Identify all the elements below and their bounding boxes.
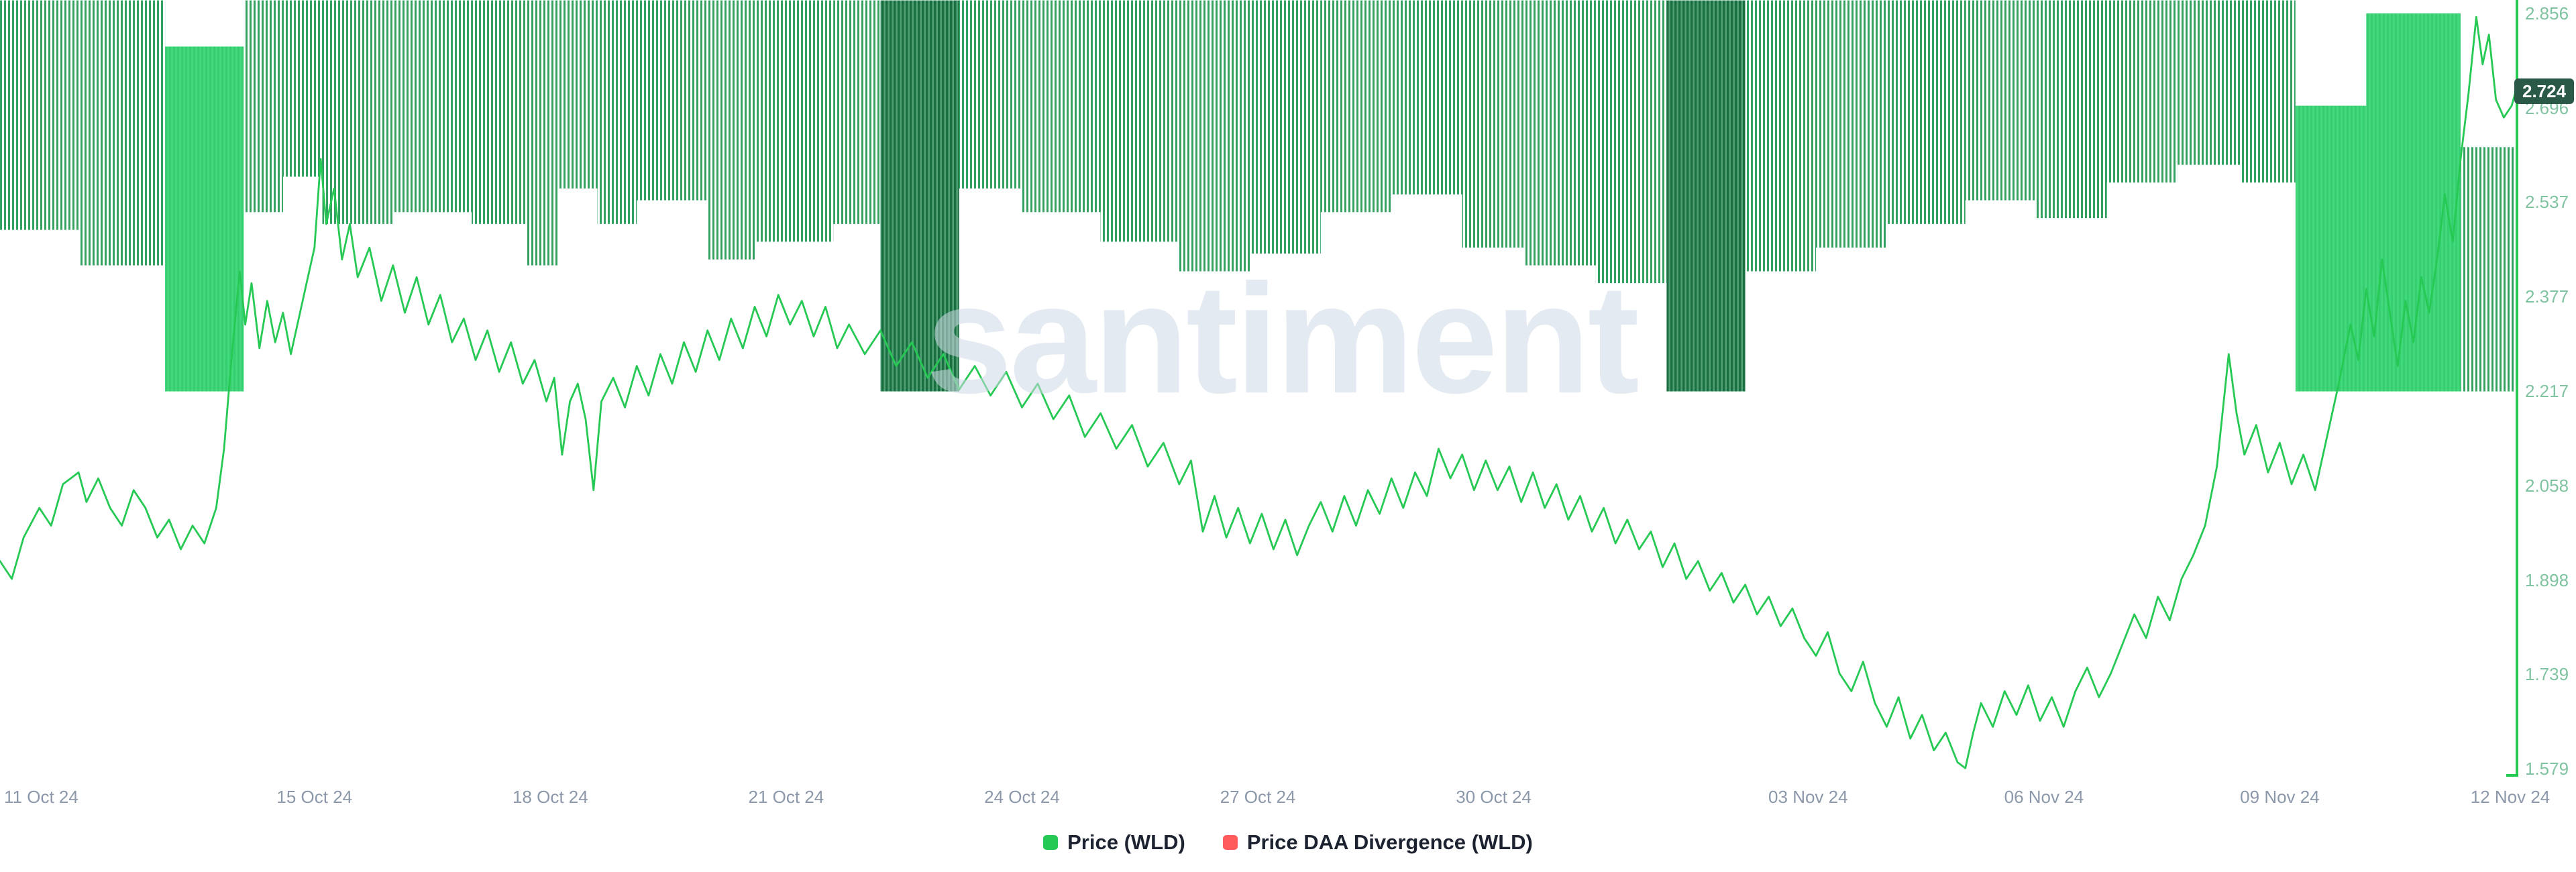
divergence-bar: [2106, 0, 2178, 183]
divergence-bar: [1462, 0, 1525, 248]
price-line: [0, 15, 2517, 769]
divergence-bar: [1022, 0, 1101, 213]
divergence-bar: [1886, 0, 1966, 224]
y-axis-label: 2.377: [2525, 286, 2569, 307]
divergence-bar: [2036, 0, 2107, 219]
divergence-bar: [2240, 0, 2296, 183]
x-axis-label: 06 Nov 24: [2004, 787, 2084, 807]
divergence-bar: [880, 0, 959, 392]
divergence-bar: [1525, 0, 1596, 266]
divergence-bar: [282, 0, 323, 177]
divergence-bar: [392, 0, 472, 213]
divergence-bar: [558, 0, 598, 188]
divergence-bar: [244, 0, 283, 213]
divergence-series-swatch: [1222, 835, 1238, 850]
y-axis-label: 2.537: [2525, 192, 2569, 213]
divergence-bar: [959, 0, 1022, 188]
divergence-bar: [165, 46, 244, 392]
divergence-bar: [322, 0, 393, 224]
y-axis-label: 2.856: [2525, 3, 2569, 23]
divergence-bar: [1595, 0, 1667, 284]
x-axis-label: 12 Nov 24: [2470, 787, 2551, 807]
x-axis-label: 18 Oct 24: [512, 787, 588, 807]
x-axis-label: 27 Oct 24: [1220, 787, 1296, 807]
divergence-bar: [833, 0, 881, 224]
right-price-axis-line: [2516, 0, 2518, 776]
x-axis-label: 21 Oct 24: [748, 787, 824, 807]
x-axis-label: 11 Oct 24: [4, 787, 78, 807]
price-daa-divergence-chart[interactable]: [0, 0, 2576, 778]
y-axis-label: 1.579: [2525, 759, 2569, 779]
divergence-bar: [78, 0, 166, 266]
x-axis-label: 30 Oct 24: [1456, 787, 1532, 807]
divergence-bar: [1666, 0, 1746, 392]
divergence-bar: [1179, 0, 1250, 272]
current-price-badge: 2.724: [2514, 78, 2575, 105]
divergence-bar: [1745, 0, 1817, 272]
divergence-bar: [1391, 0, 1462, 195]
divergence-bar: [1320, 0, 1392, 213]
legend-label-divergence: Price DAA Divergence (WLD): [1246, 830, 1533, 854]
price-series-swatch: [1043, 835, 1059, 850]
y-axis-label: 2.058: [2525, 475, 2569, 496]
divergence-bar: [755, 0, 834, 242]
divergence-bar: [1965, 0, 2037, 201]
divergence-bar: [1250, 0, 1321, 254]
legend-item-divergence[interactable]: Price DAA Divergence (WLD): [1222, 830, 1533, 855]
y-axis-label: 1.739: [2525, 663, 2569, 684]
divergence-bar: [527, 0, 559, 266]
divergence-bar: [0, 0, 79, 230]
y-axis-label: 2.217: [2525, 381, 2569, 402]
divergence-bar: [597, 0, 637, 224]
x-axis-label: 09 Nov 24: [2240, 787, 2320, 807]
divergence-bar: [2178, 0, 2241, 165]
x-axis-label: 24 Oct 24: [984, 787, 1060, 807]
legend: Price (WLD) Price DAA Divergence (WLD): [0, 830, 2576, 855]
divergence-bar: [707, 0, 755, 260]
divergence-bar: [1100, 0, 1179, 242]
divergence-bar: [637, 0, 708, 201]
divergence-bar: [1816, 0, 1887, 248]
y-axis-label: 1.898: [2525, 569, 2569, 590]
divergence-bar: [2461, 147, 2516, 392]
legend-label-price: Price (WLD): [1067, 830, 1185, 854]
right-price-axis-tick: [2506, 774, 2518, 777]
x-axis-label: 15 Oct 24: [276, 787, 353, 807]
legend-item-price[interactable]: Price (WLD): [1043, 830, 1185, 855]
divergence-bar: [472, 0, 527, 224]
x-axis-label: 03 Nov 24: [1768, 787, 1848, 807]
